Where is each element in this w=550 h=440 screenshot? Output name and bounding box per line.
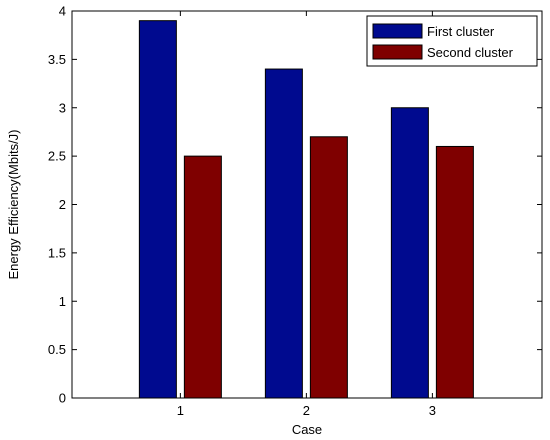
y-tick-label: 1.5 xyxy=(48,245,66,260)
bar-series1-case-1 xyxy=(138,20,177,399)
plot-frame xyxy=(71,10,543,399)
y-tick-label: 1 xyxy=(59,294,66,309)
bar-series1-case-3 xyxy=(390,107,429,399)
y-tick-label: 3.5 xyxy=(48,52,66,67)
x-tick-label: 3 xyxy=(429,403,436,418)
x-axis: 1 2 3 xyxy=(177,11,436,418)
y-tick-label: 2.5 xyxy=(48,149,66,164)
legend-label-series1: First cluster xyxy=(427,24,495,39)
bar-series2-case-3 xyxy=(435,145,474,399)
x-tick-label: 1 xyxy=(177,403,184,418)
y-tick-label: 3 xyxy=(59,100,66,115)
bar-series1-case-2 xyxy=(264,68,303,399)
y-tick-label: 0 xyxy=(59,391,66,406)
legend-swatch-series1 xyxy=(372,23,423,39)
x-tick-label: 2 xyxy=(303,403,310,418)
y-tick-label: 4 xyxy=(59,4,66,19)
y-tick-label: 0.5 xyxy=(48,342,66,357)
y-axis-title: Energy Efficiency(Mbits/J) xyxy=(6,129,21,279)
y-axis: 0 0.5 1 1.5 2 2.5 3 3.5 4 xyxy=(48,4,542,406)
bars-group xyxy=(138,20,474,399)
bar-series2-case-1 xyxy=(183,155,222,399)
x-axis-title: Case xyxy=(292,422,322,437)
legend-swatch-series2 xyxy=(372,44,423,60)
legend-label-series2: Second cluster xyxy=(427,45,514,60)
y-tick-label: 2 xyxy=(59,197,66,212)
legend: First cluster Second cluster xyxy=(366,15,538,67)
bar-series2-case-2 xyxy=(309,136,348,399)
